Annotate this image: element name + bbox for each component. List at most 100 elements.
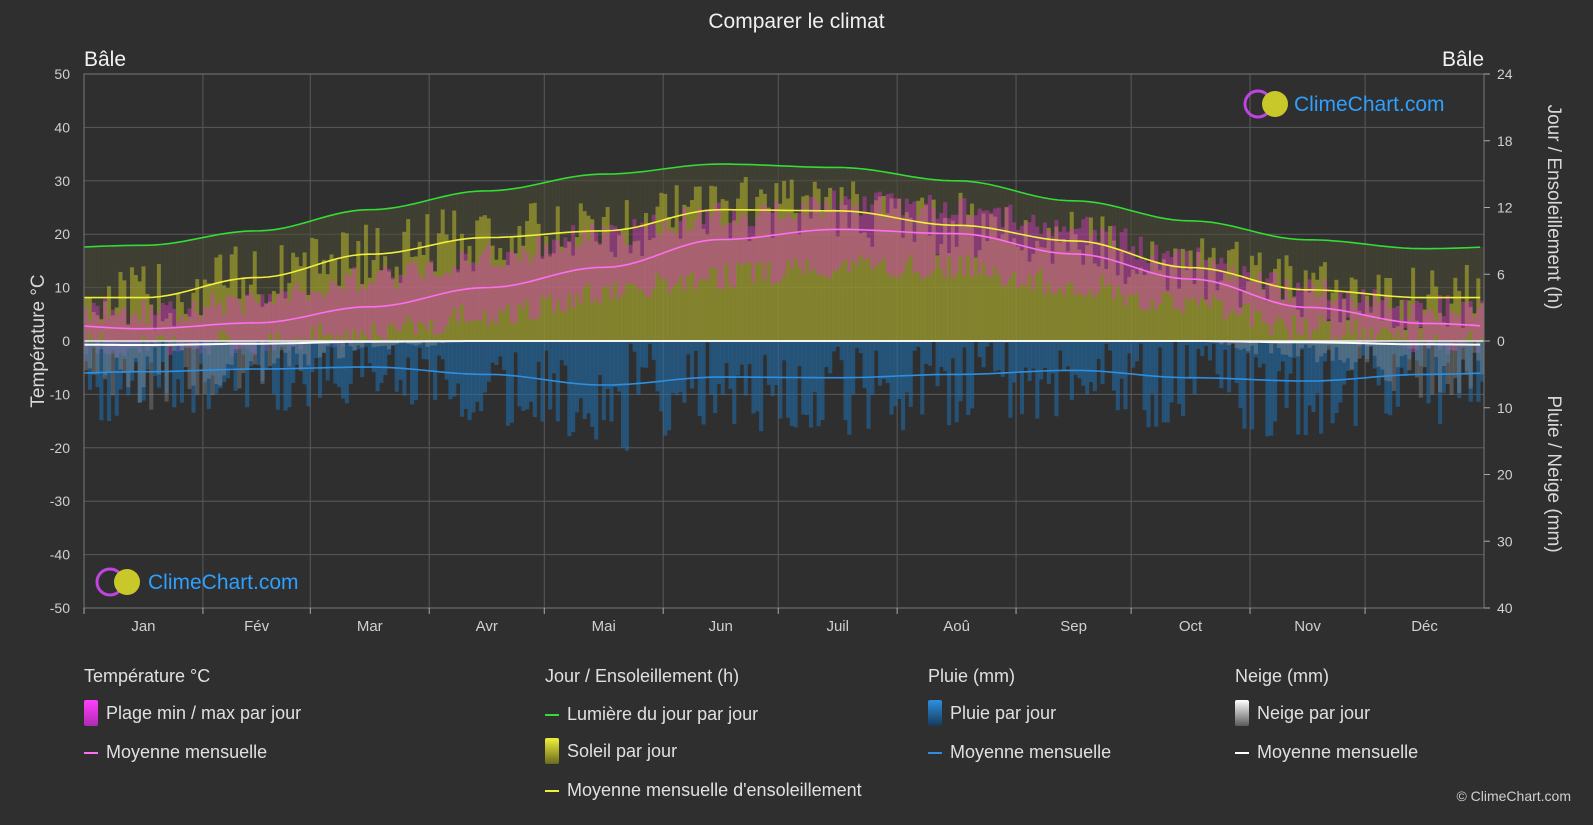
daylight-bar bbox=[160, 244, 165, 341]
rain-bar bbox=[421, 341, 426, 360]
sunshine-bar bbox=[440, 209, 445, 341]
snow-bar bbox=[356, 341, 361, 346]
rain-bar bbox=[394, 341, 399, 392]
sunshine-bar bbox=[509, 236, 514, 341]
rain-bar bbox=[352, 341, 357, 351]
snow-bar bbox=[1430, 341, 1435, 395]
sunshine-bar bbox=[874, 200, 879, 341]
sunshine-bar bbox=[156, 263, 162, 341]
temp-range-bar bbox=[732, 209, 737, 289]
snow-bar bbox=[1468, 341, 1473, 389]
rain-bar bbox=[1242, 341, 1247, 429]
temp-range-bar bbox=[1238, 277, 1243, 315]
rain-bar bbox=[107, 341, 112, 422]
daylight-bar bbox=[1437, 248, 1443, 341]
rain-bar bbox=[84, 341, 89, 362]
temp-range-bar bbox=[678, 221, 683, 277]
rain-bar bbox=[1345, 341, 1351, 371]
sunshine-bar bbox=[893, 208, 898, 341]
sunshine-bar bbox=[1292, 297, 1297, 341]
daylight-bar bbox=[256, 230, 261, 341]
legend-temp-mean[interactable]: Moyenne mensuelle bbox=[84, 742, 267, 763]
temp-range-bar bbox=[172, 308, 177, 338]
rain-bar bbox=[153, 341, 158, 377]
temp-range-bar bbox=[893, 198, 898, 275]
temp-range-bar bbox=[943, 202, 948, 278]
sunshine-bar bbox=[655, 206, 660, 341]
sunshine-bar bbox=[1180, 248, 1186, 341]
temp-range-bar bbox=[260, 294, 265, 345]
rain-bar bbox=[1000, 341, 1005, 377]
snow-bar bbox=[390, 341, 395, 346]
rain-bar bbox=[1319, 341, 1324, 434]
temp-range-bar bbox=[1088, 236, 1094, 290]
sunshine-bar bbox=[947, 252, 952, 341]
sunshine-bar bbox=[145, 293, 150, 341]
snow-bar bbox=[394, 341, 399, 345]
daylight-bar bbox=[1204, 221, 1209, 341]
brand-logo-top[interactable]: ClimeChart.com bbox=[1243, 89, 1445, 119]
y-tick-left: -10 bbox=[50, 386, 70, 402]
brand-logo-bottom[interactable]: ClimeChart.com bbox=[95, 567, 299, 597]
temp-range-bar bbox=[701, 223, 706, 279]
temp-range-bar bbox=[1146, 263, 1151, 311]
sunshine-bar bbox=[1319, 266, 1324, 341]
rain-bar bbox=[498, 341, 503, 357]
sunshine-bar bbox=[256, 294, 261, 341]
y-tick-right-bottom: 20 bbox=[1497, 467, 1513, 483]
snow-bar bbox=[1349, 341, 1354, 371]
legend-temp-range[interactable]: Plage min / max par jour bbox=[84, 700, 301, 726]
legend-snow-mean[interactable]: Moyenne mensuelle bbox=[1235, 742, 1418, 763]
daylight-bar bbox=[1422, 248, 1427, 341]
rain-bar bbox=[885, 341, 890, 384]
temp-range-bar bbox=[778, 219, 783, 283]
rain-bar bbox=[383, 341, 388, 375]
temp-range-bar bbox=[571, 225, 576, 309]
rain-bar bbox=[233, 341, 238, 391]
temp-range-bar bbox=[927, 194, 932, 276]
snow-bar bbox=[1380, 341, 1385, 370]
rain-bar bbox=[260, 341, 265, 382]
rain-bar bbox=[1161, 341, 1166, 423]
temp-range-bar bbox=[870, 204, 875, 270]
rain-bar bbox=[559, 341, 564, 361]
temp-range-bar bbox=[647, 224, 652, 298]
legend-sunshine[interactable]: Soleil par jour bbox=[545, 738, 677, 764]
rain-bar bbox=[605, 341, 610, 389]
sunshine-bar bbox=[636, 240, 641, 341]
x-tick-label: Nov bbox=[1294, 618, 1321, 635]
sunshine-bar bbox=[1384, 277, 1389, 341]
rain-bar bbox=[321, 341, 326, 352]
sunshine-bar bbox=[839, 187, 844, 341]
y-tick-right-bottom: 10 bbox=[1497, 400, 1513, 416]
legend-rain-mean[interactable]: Moyenne mensuelle bbox=[928, 742, 1111, 763]
snow-bar bbox=[1453, 341, 1458, 379]
temp-range-bar bbox=[440, 276, 445, 334]
legend-rain[interactable]: Pluie par jour bbox=[928, 700, 1056, 726]
daylight-bar bbox=[1399, 247, 1404, 341]
sunshine-bar bbox=[367, 277, 372, 341]
temp-range-bar bbox=[739, 213, 745, 266]
legend-sunshine-mean[interactable]: Moyenne mensuelle d'ensoleillement bbox=[545, 780, 862, 801]
snow-bar bbox=[1365, 341, 1370, 363]
daylight-bar bbox=[1368, 244, 1374, 341]
sunshine-bar bbox=[1265, 301, 1270, 341]
temp-range-bar bbox=[609, 224, 614, 300]
sunshine-bar bbox=[647, 240, 652, 341]
temp-range-bar bbox=[970, 215, 975, 277]
temp-range-bar bbox=[214, 306, 219, 345]
legend-daylight[interactable]: Lumière du jour par jour bbox=[545, 704, 758, 725]
legend-temp-mean-label: Moyenne mensuelle bbox=[106, 742, 268, 762]
sunshine-bar bbox=[797, 234, 802, 341]
rain-bar bbox=[582, 341, 587, 420]
temp-range-bar bbox=[456, 269, 461, 323]
rain-bar bbox=[843, 341, 848, 421]
temp-range-bar bbox=[1173, 252, 1178, 311]
sunshine-bar bbox=[1476, 278, 1481, 341]
rain-bar bbox=[1353, 341, 1358, 427]
rain-bar bbox=[1062, 341, 1067, 370]
snow-bar bbox=[1434, 341, 1439, 358]
legend-snow[interactable]: Neige par jour bbox=[1235, 700, 1370, 726]
sunshine-bar bbox=[540, 258, 545, 341]
rain-bar bbox=[1088, 341, 1094, 383]
